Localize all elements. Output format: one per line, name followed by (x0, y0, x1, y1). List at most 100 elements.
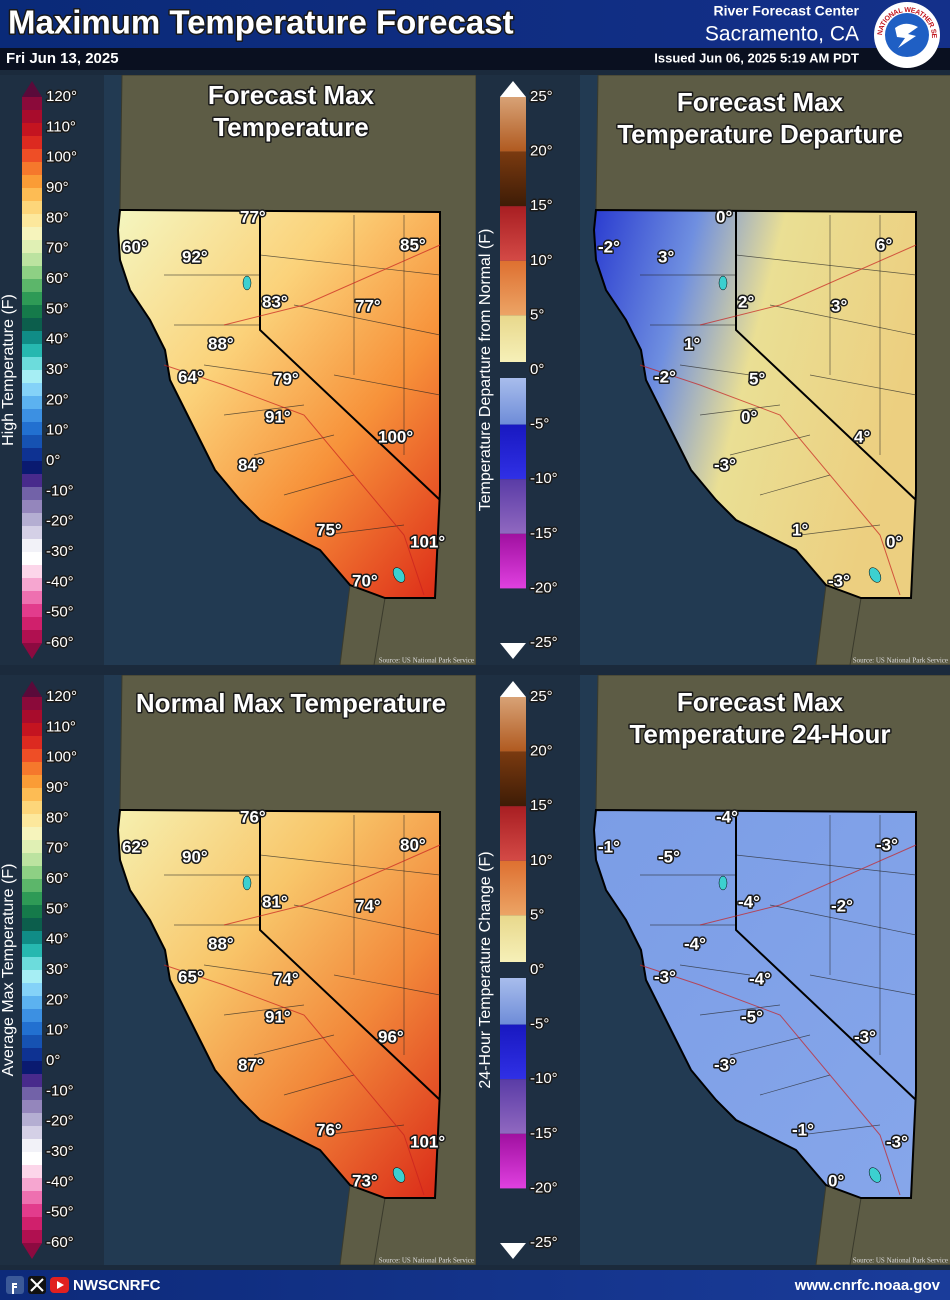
color-swatch (22, 1074, 42, 1088)
x-glyph (30, 1278, 44, 1292)
lake (392, 567, 406, 583)
map-value-label: 0° (828, 1171, 844, 1190)
color-swatch (22, 279, 42, 293)
county-line (735, 254, 917, 276)
color-swatch (22, 710, 42, 724)
map (580, 675, 950, 1265)
color-arrow (500, 1243, 526, 1259)
map-value-label: 101° (410, 1132, 445, 1151)
map-value-label: 80° (400, 835, 426, 854)
legend-tick-label: 20° (530, 743, 553, 760)
color-swatch (22, 1152, 42, 1166)
color-swatch (22, 435, 42, 449)
date: Fri Jun 13, 2025 (6, 50, 119, 67)
color-swatch (22, 723, 42, 737)
county-line (259, 254, 441, 276)
color-swatch (22, 461, 42, 475)
legend-tick-label: -25° (530, 634, 558, 651)
map-value-label: 65° (178, 967, 204, 986)
map-source: Source: US National Park Service (853, 657, 948, 665)
legend-tick-label: -50° (46, 604, 74, 621)
legend-bg (0, 675, 104, 1265)
issued: Issued Jun 06, 2025 5:19 AM PDT (654, 50, 859, 65)
color-swatch (500, 378, 526, 425)
color-swatch (22, 305, 42, 319)
color-swatch (22, 617, 42, 631)
color-swatch (22, 253, 42, 267)
county-line (293, 904, 441, 936)
county-line (223, 1004, 305, 1016)
color-swatch (500, 260, 526, 316)
legend-tick-label: 15° (530, 197, 553, 214)
color-swatch (22, 1022, 42, 1036)
color-swatch (22, 1126, 42, 1140)
map-value-label: 79° (273, 369, 299, 388)
color-arrow (500, 81, 526, 97)
color-swatch (500, 206, 526, 261)
color-swatch (22, 1230, 42, 1244)
legend-tick-label: 100° (46, 149, 77, 166)
county-line (223, 404, 305, 416)
color-arrow (22, 1243, 42, 1259)
legend-tick-label: 0° (530, 361, 544, 378)
color-swatch (22, 931, 42, 945)
color-swatch (22, 500, 42, 514)
color-swatch (22, 762, 42, 776)
map-value-label: -3° (654, 967, 676, 986)
county-line (679, 364, 751, 376)
state-line (735, 210, 917, 501)
color-swatch (22, 944, 42, 958)
map-value-label: 91° (265, 407, 291, 426)
footer-url[interactable]: www.cnrfc.noaa.gov (794, 1277, 941, 1294)
legend-tick-label: -50° (46, 1204, 74, 1221)
map-value-label: 96° (378, 1027, 404, 1046)
state-fill (116, 808, 441, 1199)
county-line (203, 964, 275, 976)
county-line (333, 974, 441, 996)
legend-tick-label: 90° (46, 779, 69, 796)
panel-title: Forecast Max (677, 687, 844, 717)
map-value-label: -1° (792, 1120, 814, 1139)
footer-handle[interactable]: NWSCNRFC (73, 1277, 161, 1294)
county-line (769, 904, 917, 936)
map-value-label: 91° (265, 1007, 291, 1026)
legend-tick-label: 30° (46, 961, 69, 978)
legend-tick-label: 20° (530, 143, 553, 160)
color-swatch (22, 175, 42, 189)
legend-tick-label: -60° (46, 1234, 74, 1251)
color-swatch (22, 1204, 42, 1218)
map-value-label: 88° (208, 934, 234, 953)
map-value-label: -1° (598, 837, 620, 856)
color-swatch (22, 1178, 42, 1192)
legend-tick-label: -10° (46, 482, 74, 499)
color-swatch (500, 1079, 526, 1134)
legend-tick-label: -40° (46, 573, 74, 590)
color-swatch (22, 1100, 42, 1114)
color-swatch (22, 344, 42, 358)
map-value-label: 60° (122, 237, 148, 256)
legend-tick-label: 50° (46, 900, 69, 917)
color-arrow (22, 643, 42, 659)
color-swatch (22, 814, 42, 828)
highway (223, 844, 441, 926)
center: River Forecast Center (713, 3, 859, 19)
color-swatch (22, 123, 42, 137)
color-arrow (22, 681, 42, 697)
legend-tick-label: 5° (530, 306, 544, 323)
map-value-label: -2° (598, 237, 620, 256)
map-value-label: 74° (355, 896, 381, 915)
map-value-label: 76° (316, 1120, 342, 1139)
color-swatch (22, 383, 42, 397)
highway (163, 364, 425, 596)
legend-tick-label: -5° (530, 1016, 549, 1033)
color-swatch (22, 188, 42, 202)
color-swatch (22, 1048, 42, 1062)
legend-tick-label: 40° (46, 331, 69, 348)
map-value-label: 81° (262, 892, 288, 911)
map-value-label: -3° (876, 835, 898, 854)
color-swatch (22, 409, 42, 423)
map-value-label: -2° (831, 896, 853, 915)
legend-tick-label: 50° (46, 300, 69, 317)
